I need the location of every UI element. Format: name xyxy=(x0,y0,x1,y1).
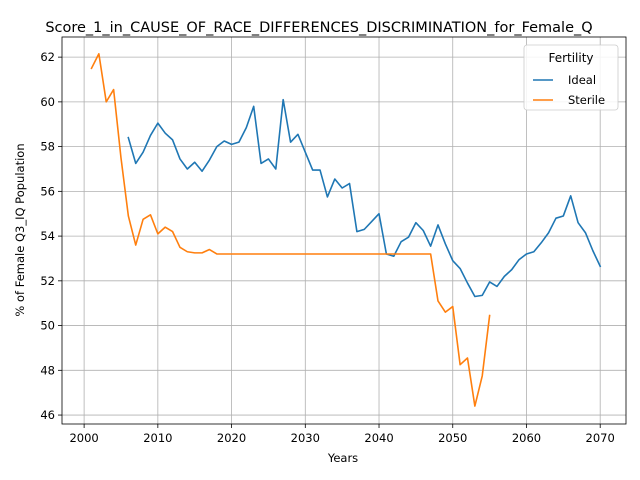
x-tick-label: 2030 xyxy=(291,431,320,445)
y-tick-label: 58 xyxy=(40,140,55,154)
x-tick-label: 2050 xyxy=(438,431,467,445)
y-tick-label: 60 xyxy=(40,95,55,109)
legend-label-sterile: Sterile xyxy=(568,93,605,107)
x-tick-label: 2020 xyxy=(217,431,246,445)
series-line-ideal xyxy=(128,100,600,297)
y-tick-label: 52 xyxy=(40,274,55,288)
series-line-sterile xyxy=(91,54,489,406)
legend-label-ideal: Ideal xyxy=(568,73,596,87)
x-tick-label: 2000 xyxy=(69,431,98,445)
x-tick-label: 2060 xyxy=(512,431,541,445)
y-tick-label: 54 xyxy=(40,229,55,243)
x-tick-label: 2040 xyxy=(364,431,393,445)
y-tick-label: 62 xyxy=(40,50,55,64)
y-tick-label: 46 xyxy=(40,408,55,422)
y-axis-ticks: 46 48 50 52 54 56 58 60 62 xyxy=(40,50,62,422)
x-tick-label: 2070 xyxy=(586,431,615,445)
legend-title: Fertility xyxy=(548,51,593,65)
y-tick-label: 48 xyxy=(40,363,55,377)
x-tick-label: 2010 xyxy=(143,431,172,445)
y-tick-label: 56 xyxy=(40,184,55,198)
legend: Fertility Ideal Sterile xyxy=(524,45,618,110)
y-axis-label: % of Female Q3_IQ Population xyxy=(13,143,27,316)
x-axis-ticks: 2000 2010 2020 2030 2040 2050 2060 2070 xyxy=(69,424,614,445)
x-axis-label: Years xyxy=(327,451,358,465)
chart-title: Score_1_in_CAUSE_OF_RACE_DIFFERENCES_DIS… xyxy=(45,20,592,36)
y-tick-label: 50 xyxy=(40,319,55,333)
